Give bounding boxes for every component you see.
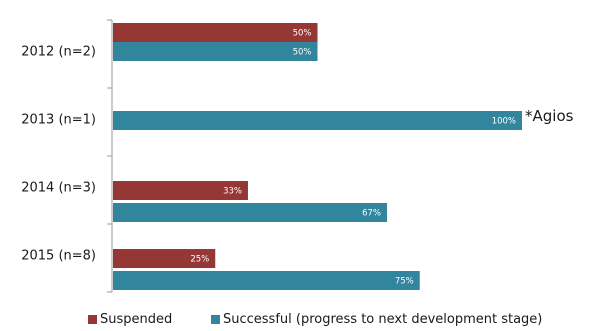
- bar-suspended-2015-n-8: [113, 249, 216, 268]
- legend-label-suspended: Suspended: [100, 312, 173, 327]
- bar-suspended-2014-n-3: [113, 181, 248, 200]
- category-label-2014-n-3: 2014 (n=3): [21, 181, 96, 196]
- bar-successful-2012-n-2: [113, 42, 318, 61]
- legend-label-successful: Successful (progress to next development…: [223, 312, 543, 327]
- legend: Suspended Successful (progress to next d…: [0, 312, 596, 330]
- category-axis-ticks: [107, 19, 112, 293]
- bar-label-suspended-2012-n-2: 50%: [293, 29, 312, 39]
- bar-label-suspended-2015-n-8: 25%: [190, 255, 209, 265]
- bar-label-suspended-2014-n-3: 33%: [223, 187, 242, 197]
- category-labels: 2012 (n=2) 2013 (n=1) 2014 (n=3) 2015 (n=8): [21, 45, 96, 264]
- bars: [113, 23, 522, 290]
- bar-suspended-2012-n-2: [113, 23, 318, 42]
- bar-label-successful-2013-n-1: 100%: [492, 117, 516, 127]
- annotation-agios: *Agios: [525, 107, 574, 125]
- annotations: *Agios: [525, 107, 574, 125]
- bar-label-successful-2015-n-8: 75%: [395, 277, 414, 287]
- category-label-2015-n-8: 2015 (n=8): [21, 249, 96, 264]
- bar-successful-2014-n-3: [113, 203, 388, 222]
- bar-successful-2013-n-1: [113, 111, 522, 130]
- legend-swatch-suspended: [88, 315, 97, 324]
- bar-label-successful-2014-n-3: 67%: [362, 209, 381, 219]
- category-label-2012-n-2: 2012 (n=2): [21, 45, 96, 60]
- legend-item-suspended: Suspended: [88, 312, 172, 327]
- legend-item-successful: Successful (progress to next development…: [211, 312, 542, 327]
- bar-successful-2015-n-8: [113, 271, 420, 290]
- legend-swatch-successful: [211, 315, 220, 324]
- bar-label-successful-2012-n-2: 50%: [293, 48, 312, 58]
- category-label-2013-n-1: 2013 (n=1): [21, 113, 96, 128]
- bar-value-labels: 50% 50% 100% 33% 67% 25% 75%: [190, 29, 516, 287]
